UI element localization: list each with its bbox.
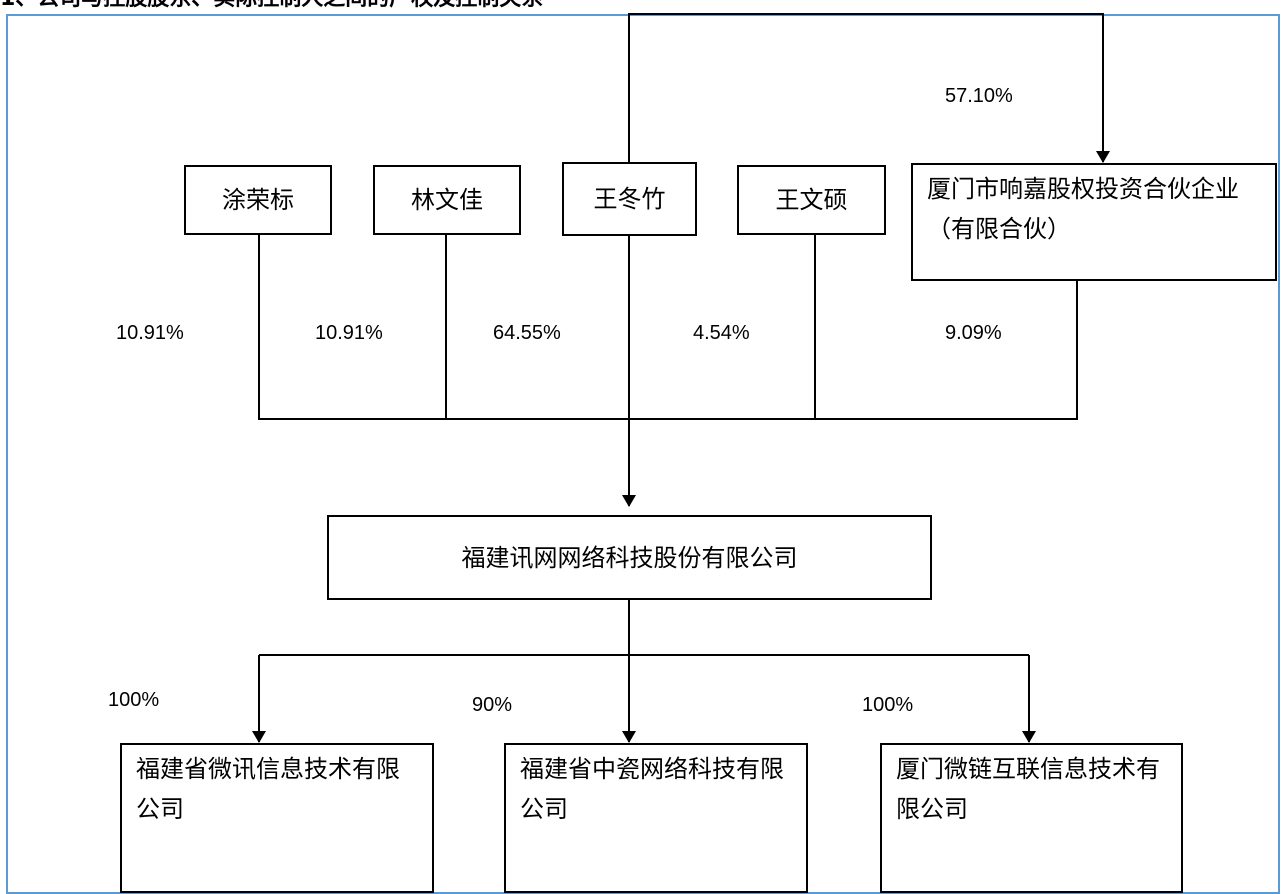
subsidiary-box: 厦门微链互联信息技术有限公司 [880,743,1183,893]
partnership-stake-label: 57.10% [945,85,1013,107]
subsidiary-box: 福建省微讯信息技术有限公司 [120,743,434,893]
pct-label: 10.91% [116,322,184,344]
pct-label: 100% [108,689,160,711]
pct-label: 9.09% [945,322,1002,344]
section-heading: 1、公司与控股股东、实际控制人之间的产权及控制关系 [0,0,543,14]
shareholder-box: 林文佳 [373,165,521,235]
pct-label: 64.55% [493,322,561,344]
pct-label: 4.54% [693,322,750,344]
subsidiary-box: 福建省中瓷网络科技有限公司 [504,743,808,893]
partnership-stake-line [628,13,1110,163]
shareholder-box-controller: 王冬竹 [562,162,697,236]
shareholder-box: 王文硕 [737,165,886,235]
partnership-box: 厦门市响嘉股权投资合伙企业（有限合伙） [911,163,1277,281]
pct-label: 10.91% [315,322,383,344]
company-box: 福建讯网网络科技股份有限公司 [327,515,932,600]
pct-label: 100% [862,694,914,716]
pct-label: 90% [472,694,513,716]
shareholder-box: 涂荣标 [184,165,332,235]
